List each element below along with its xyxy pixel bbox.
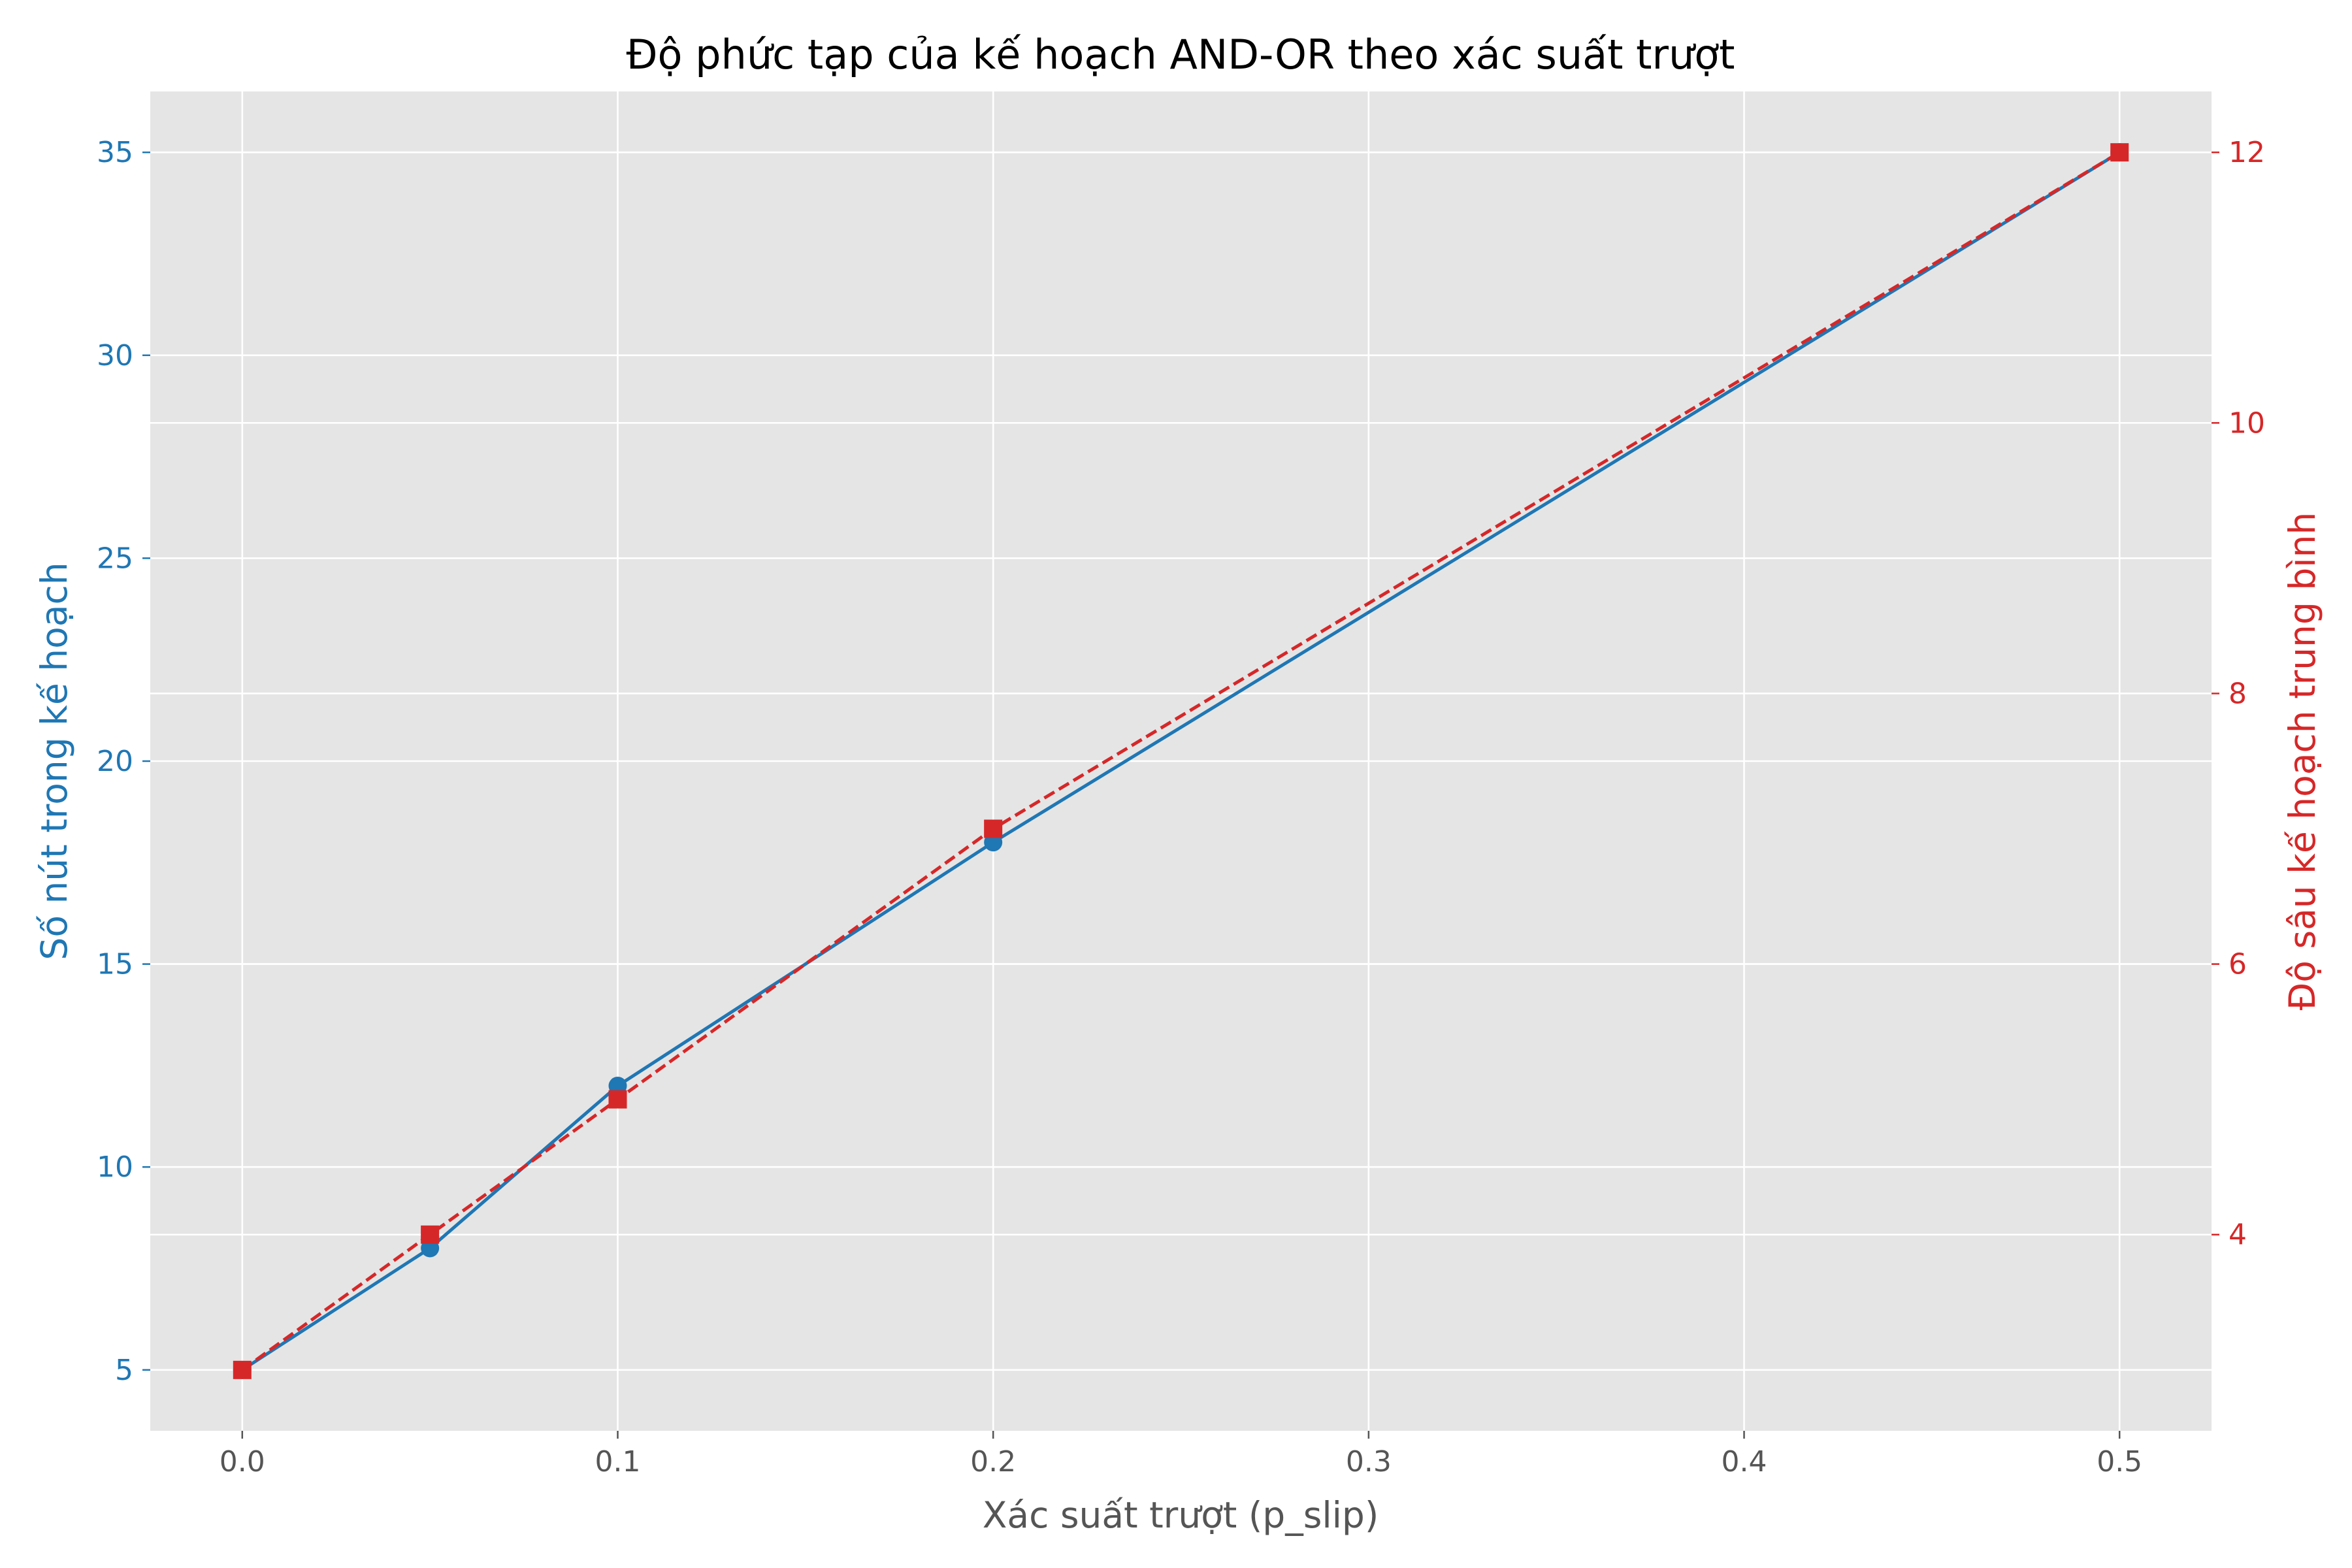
data-point-square (608, 1090, 627, 1109)
data-point-square (421, 1225, 440, 1244)
x-tick-label: 0.4 (1722, 1445, 1767, 1478)
left-tick-label: 5 (115, 1354, 133, 1387)
x-tick-label: 0.0 (220, 1445, 265, 1478)
x-tick-label: 0.2 (970, 1445, 1016, 1478)
x-axis-label: Xác suất trượt (p_slip) (983, 1494, 1379, 1536)
left-tick-label: 10 (97, 1151, 133, 1184)
right-tick-label: 8 (2229, 677, 2247, 710)
left-axis-ticks: 5 10 15 20 25 30 35 (97, 136, 150, 1387)
chart-title: Độ phức tạp của kế hoạch AND-OR theo xác… (627, 31, 1735, 78)
right-tick-label: 10 (2229, 406, 2265, 440)
left-tick-label: 25 (97, 542, 133, 575)
grid (150, 91, 2212, 1431)
left-tick-label: 20 (97, 745, 133, 778)
x-tick-label: 0.3 (1346, 1445, 1392, 1478)
left-tick-label: 15 (97, 948, 133, 981)
left-tick-label: 35 (97, 136, 133, 169)
right-axis-ticks: 4 6 8 10 12 (2212, 136, 2265, 1252)
data-point-square (233, 1360, 252, 1379)
series-group (233, 143, 2129, 1379)
x-axis-ticks: 0.0 0.1 0.2 0.3 0.4 0.5 (220, 1431, 2142, 1478)
right-tick-label: 6 (2229, 948, 2247, 981)
data-point-square (2110, 143, 2129, 162)
x-tick-label: 0.5 (2097, 1445, 2142, 1478)
right-tick-label: 4 (2229, 1218, 2247, 1252)
right-tick-label: 12 (2229, 136, 2265, 169)
x-tick-label: 0.1 (595, 1445, 640, 1478)
data-point-square (984, 819, 1003, 838)
left-tick-label: 30 (97, 339, 133, 372)
right-axis-label: Độ sâu kế hoạch trung bình (2281, 512, 2323, 1011)
left-axis-label: Số nút trong kế hoạch (33, 562, 75, 960)
